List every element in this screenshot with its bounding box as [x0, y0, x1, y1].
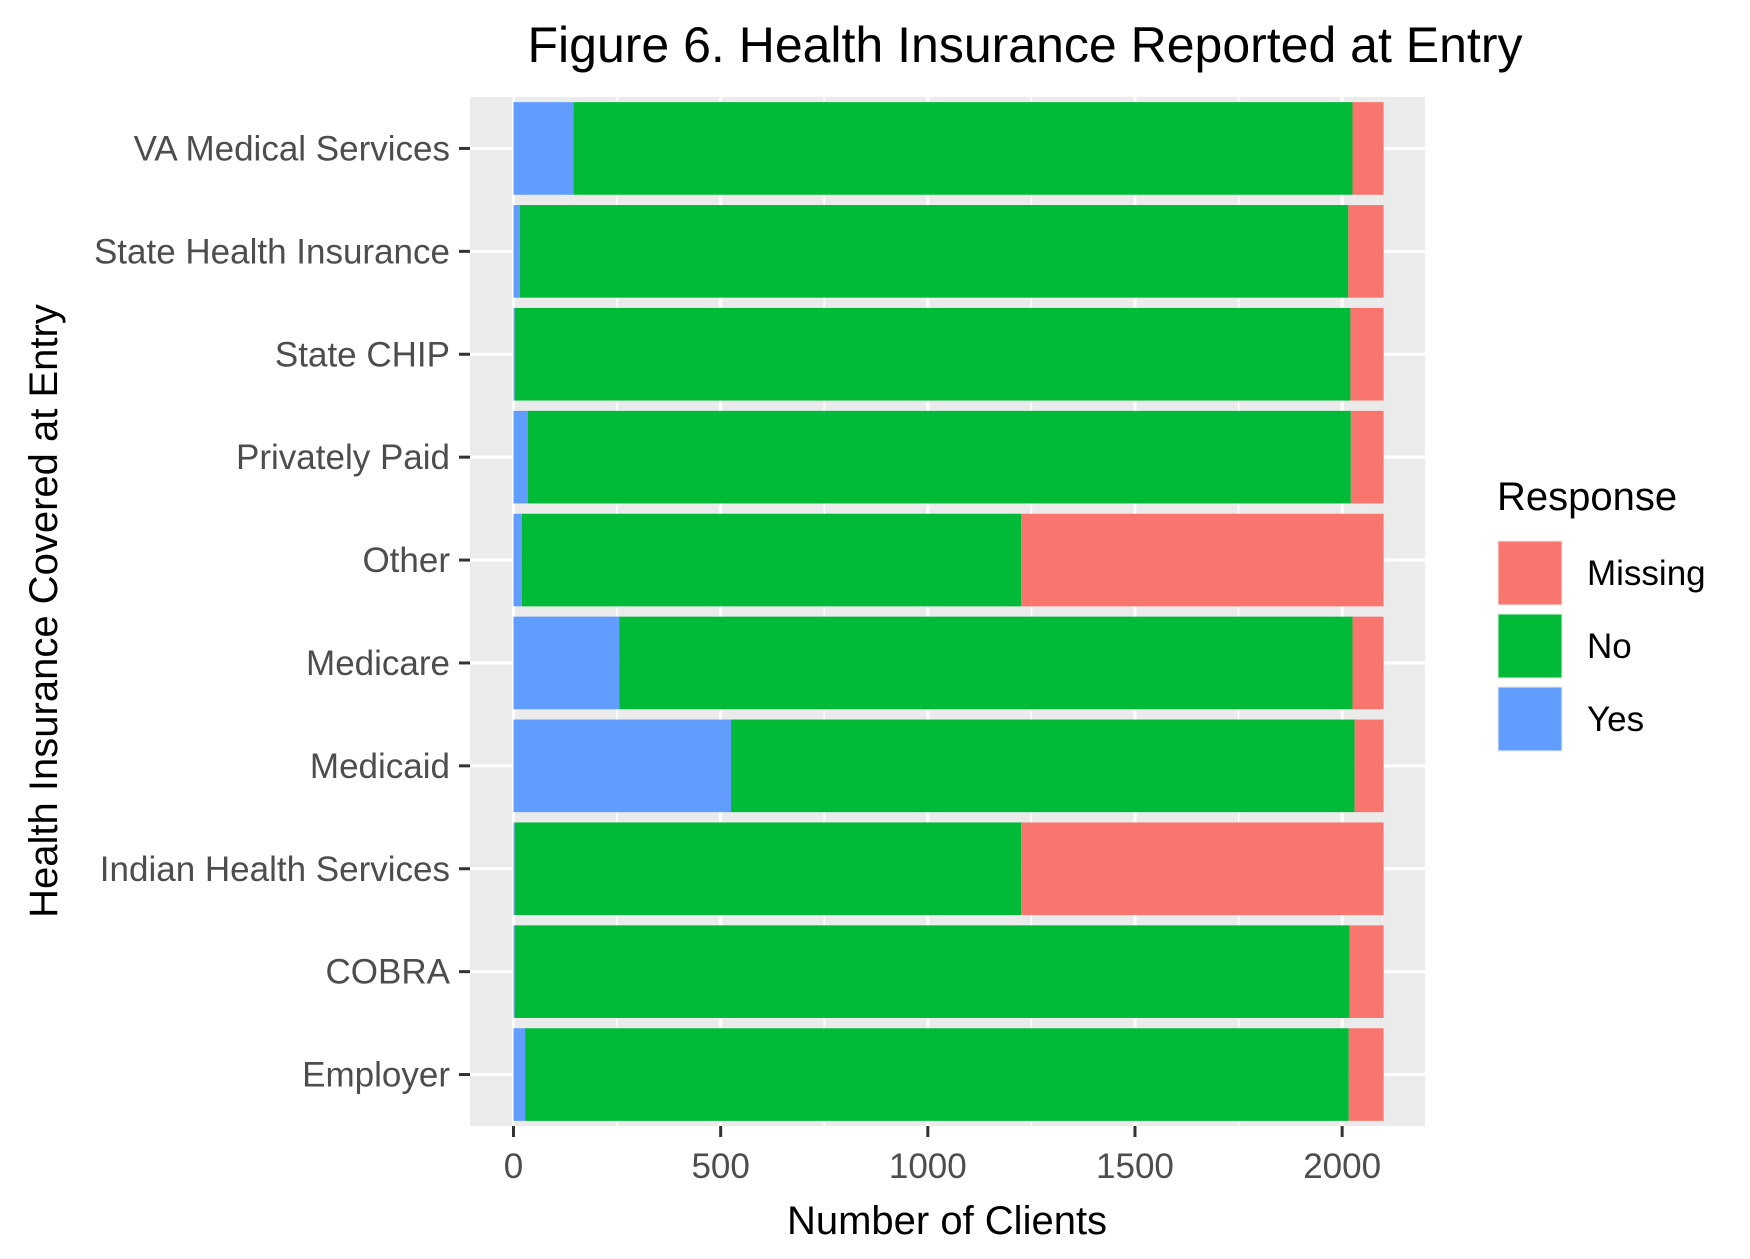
- bar-missing: [1354, 719, 1384, 813]
- bar-yes: [513, 719, 732, 813]
- bar-yes: [513, 822, 515, 916]
- bar-no: [619, 616, 1353, 710]
- bar-missing: [1021, 513, 1384, 607]
- y-axis-title: Health Insurance Covered at Entry: [22, 304, 66, 918]
- bar-no: [514, 307, 1351, 401]
- y-tick-label: Medicare: [306, 644, 450, 683]
- bar-no: [521, 513, 1022, 607]
- x-tick-label: 1500: [1096, 1147, 1174, 1186]
- bar-yes: [513, 616, 620, 710]
- y-tick-label: VA Medical Services: [134, 129, 450, 168]
- bar-yes: [513, 410, 529, 504]
- bar-missing: [1349, 925, 1384, 1018]
- bar-no: [525, 1028, 1349, 1121]
- x-tick-label: 2000: [1303, 1147, 1381, 1186]
- bar-missing: [1352, 102, 1384, 195]
- bars: [513, 102, 1384, 1121]
- y-tick-label: Employer: [302, 1056, 450, 1095]
- bar-missing: [1348, 205, 1384, 298]
- bar-yes: [513, 102, 574, 195]
- chart-title: Figure 6. Health Insurance Reported at E…: [528, 17, 1523, 73]
- x-axis: 0 500 1000 1500 2000: [504, 1126, 1381, 1186]
- legend-swatch-no: [1498, 614, 1562, 678]
- y-tick-label: State CHIP: [275, 335, 450, 374]
- legend-title: Response: [1497, 475, 1677, 519]
- y-tick-label: Indian Health Services: [100, 850, 450, 889]
- bar-yes: [513, 307, 515, 401]
- bar-missing: [1350, 307, 1384, 401]
- bar-no: [514, 822, 1022, 916]
- bar-no: [519, 205, 1349, 298]
- bar-yes: [513, 925, 515, 1018]
- bar-no: [573, 102, 1353, 195]
- bar-no: [528, 410, 1351, 504]
- y-tick-label: Medicaid: [310, 747, 450, 786]
- bar-missing: [1350, 410, 1384, 504]
- legend: Response Missing No Yes: [1497, 475, 1706, 752]
- bar-yes: [513, 513, 522, 607]
- y-axis: VA Medical Services State Health Insuranc…: [94, 129, 470, 1095]
- y-tick-label: COBRA: [326, 953, 451, 992]
- y-tick-label: Privately Paid: [236, 438, 450, 477]
- bar-missing: [1352, 616, 1384, 710]
- legend-label-no: No: [1587, 627, 1632, 666]
- legend-label-yes: Yes: [1587, 700, 1644, 739]
- legend-swatch-missing: [1498, 541, 1562, 605]
- bar-yes: [513, 205, 520, 298]
- bar-missing: [1348, 1028, 1384, 1121]
- x-tick-label: 500: [691, 1147, 749, 1186]
- y-tick-label: Other: [362, 541, 450, 580]
- x-tick-label: 0: [504, 1147, 523, 1186]
- bar-yes: [513, 1028, 526, 1121]
- legend-label-missing: Missing: [1587, 554, 1706, 593]
- bar-no: [731, 719, 1355, 813]
- y-tick-label: State Health Insurance: [94, 232, 450, 271]
- bar-no: [514, 925, 1350, 1018]
- legend-swatch-yes: [1498, 687, 1562, 751]
- x-axis-title: Number of Clients: [787, 1199, 1107, 1243]
- bar-missing: [1021, 822, 1384, 916]
- x-tick-label: 1000: [889, 1147, 967, 1186]
